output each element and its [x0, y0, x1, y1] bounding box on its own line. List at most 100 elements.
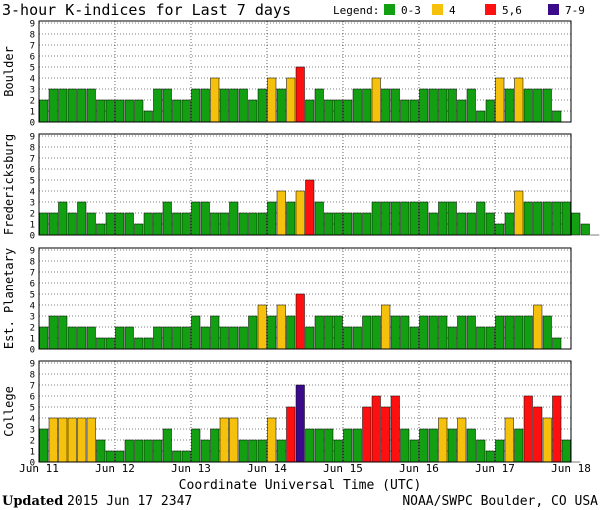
y-tick-label: 6: [30, 53, 35, 63]
bar: [495, 315, 505, 350]
bar: [39, 212, 49, 236]
y-tick-label: 1: [30, 108, 35, 118]
bar: [476, 201, 486, 236]
bar: [561, 439, 571, 463]
legend-label: Legend:: [333, 4, 379, 17]
bar: [295, 384, 305, 463]
bar: [229, 326, 239, 350]
bar: [58, 88, 68, 123]
bar: [229, 88, 239, 123]
bar: [229, 417, 239, 463]
y-tick-label: 8: [30, 371, 35, 381]
panel-frame: [38, 20, 572, 123]
y-tick-label: 3: [30, 426, 35, 436]
x-tick-label: Jun 14: [247, 462, 287, 475]
y-tick-label: 0: [30, 459, 35, 469]
bar: [476, 110, 486, 123]
bar: [343, 326, 353, 350]
bar: [267, 417, 277, 463]
bar: [238, 439, 248, 463]
bar: [333, 439, 343, 463]
bar: [333, 212, 343, 236]
bar: [466, 88, 476, 123]
legend-entry-3: 7-9: [565, 4, 585, 17]
bar: [39, 99, 49, 123]
bar: [305, 99, 315, 123]
bar: [286, 201, 296, 236]
bar: [362, 88, 372, 123]
bar: [552, 395, 562, 463]
bar: [343, 212, 353, 236]
bar: [238, 88, 248, 123]
chart-title: 3-hour K-indices for Last 7 days: [2, 1, 291, 19]
bar: [381, 304, 391, 350]
bar: [476, 326, 486, 350]
bar: [400, 315, 410, 350]
bar: [115, 326, 125, 350]
bar: [295, 66, 305, 123]
bar: [466, 315, 476, 350]
bar: [447, 428, 457, 463]
y-tick-label: 2: [30, 210, 35, 220]
bar: [400, 99, 410, 123]
bar: [419, 315, 429, 350]
bar: [124, 326, 134, 350]
y-tick-label: 9: [30, 20, 35, 30]
bar: [419, 88, 429, 123]
y-tick-label: 4: [30, 188, 35, 198]
bar: [143, 212, 153, 236]
bar: [48, 88, 58, 123]
bar: [457, 99, 467, 123]
bar: [552, 110, 562, 123]
bar: [86, 417, 96, 463]
bar: [533, 201, 543, 236]
bar: [381, 201, 391, 236]
bar: [172, 450, 182, 463]
bar: [105, 99, 115, 123]
y-tick-label: 2: [30, 97, 35, 107]
bar: [314, 88, 324, 123]
bar: [96, 439, 106, 463]
bar: [371, 77, 381, 123]
bar: [438, 417, 448, 463]
y-tick-label: 3: [30, 313, 35, 323]
bar: [58, 201, 68, 236]
bar: [115, 212, 125, 236]
bar: [191, 201, 201, 236]
bar: [210, 315, 220, 350]
bar: [485, 326, 495, 350]
bar: [248, 315, 258, 350]
bar: [153, 439, 163, 463]
bar: [333, 315, 343, 350]
bar: [67, 212, 77, 236]
bar: [400, 428, 410, 463]
bar: [172, 212, 182, 236]
bar: [172, 326, 182, 350]
bar: [428, 212, 438, 236]
bar: [267, 77, 277, 123]
bar: [457, 315, 467, 350]
bar: [485, 99, 495, 123]
bar: [191, 88, 201, 123]
y-tick-label: 4: [30, 415, 35, 425]
y-tick-label: 7: [30, 269, 35, 279]
bar: [238, 212, 248, 236]
bar: [324, 212, 334, 236]
bar: [542, 315, 552, 350]
bar: [514, 315, 524, 350]
bar: [39, 326, 49, 350]
bar: [514, 428, 524, 463]
legend-entry-2: 5,6: [502, 4, 522, 17]
bar: [324, 99, 334, 123]
bar: [267, 201, 277, 236]
legend-swatch-1: [432, 4, 443, 15]
bar: [381, 406, 391, 463]
y-tick-label: 1: [30, 221, 35, 231]
bar: [134, 439, 144, 463]
bar: [172, 99, 182, 123]
bar: [514, 77, 524, 123]
bar: [257, 88, 267, 123]
bar: [124, 212, 134, 236]
